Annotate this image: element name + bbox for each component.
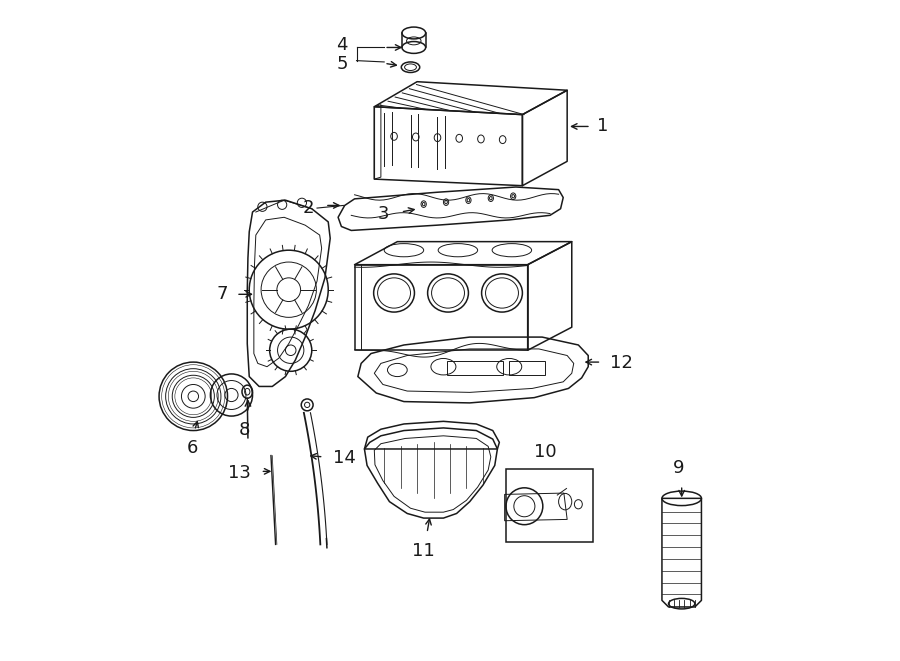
Text: 7: 7 xyxy=(216,286,228,303)
Bar xyxy=(506,469,593,543)
Bar xyxy=(446,361,503,375)
Text: 4: 4 xyxy=(337,36,348,54)
Text: 5: 5 xyxy=(337,55,348,73)
Text: 6: 6 xyxy=(186,439,198,457)
Text: 8: 8 xyxy=(238,421,250,440)
Text: 14: 14 xyxy=(333,449,356,467)
Text: 10: 10 xyxy=(534,443,557,461)
Bar xyxy=(509,361,545,375)
Text: 1: 1 xyxy=(598,118,608,136)
Text: 2: 2 xyxy=(303,199,314,217)
Text: 11: 11 xyxy=(412,543,435,561)
Text: 12: 12 xyxy=(610,354,633,372)
Text: 13: 13 xyxy=(229,463,251,482)
Text: 3: 3 xyxy=(378,205,390,223)
Text: 9: 9 xyxy=(673,459,685,477)
